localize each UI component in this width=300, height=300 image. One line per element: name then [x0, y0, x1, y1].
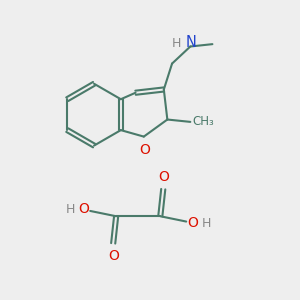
Text: H: H	[202, 217, 211, 230]
Text: N: N	[185, 34, 196, 50]
Text: O: O	[188, 216, 199, 230]
Text: O: O	[78, 202, 89, 217]
Text: H: H	[65, 203, 75, 216]
Text: H: H	[172, 37, 182, 50]
Text: O: O	[108, 249, 118, 262]
Text: O: O	[139, 143, 150, 157]
Text: CH₃: CH₃	[193, 116, 214, 128]
Text: O: O	[158, 170, 169, 184]
